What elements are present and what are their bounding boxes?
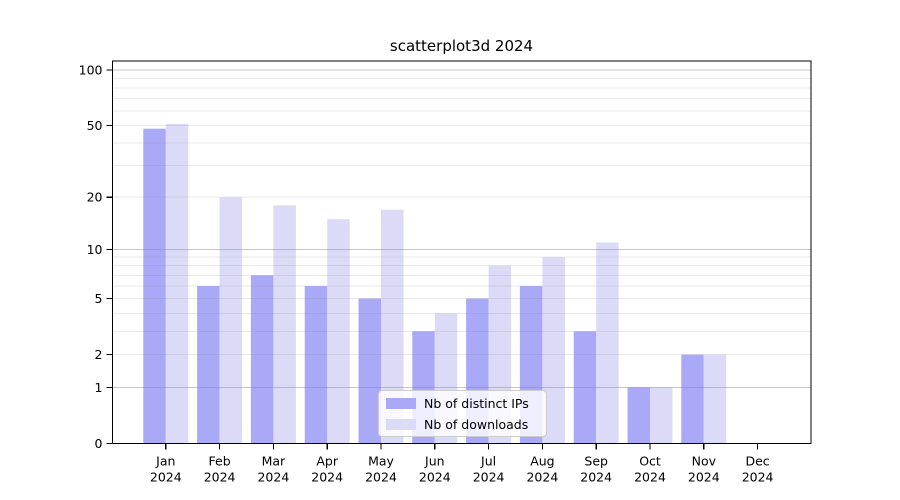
bar-downloads-oct <box>650 387 673 444</box>
bar-distinct-ips-feb <box>197 286 220 444</box>
x-tick-label: Jun 2024 <box>419 454 451 485</box>
x-tick-label: Sep 2024 <box>580 454 612 485</box>
bar-distinct-ips-mar <box>250 275 274 444</box>
x-tick-label: Jul 2024 <box>473 454 505 485</box>
bar-downloads-sep <box>596 242 619 444</box>
bar-distinct-ips-nov <box>681 354 704 444</box>
bar-downloads-mar <box>273 205 296 444</box>
bar-downloads-aug <box>542 257 565 444</box>
bar-distinct-ips-jan <box>143 128 166 444</box>
x-tick-label: Oct 2024 <box>634 454 666 485</box>
bar-downloads-nov <box>703 354 727 444</box>
y-tick-label: 5 <box>95 291 103 306</box>
x-tick-label: Nov 2024 <box>688 454 720 485</box>
legend-swatch-distinct-ips <box>386 397 416 409</box>
x-tick-label: Feb 2024 <box>204 454 236 485</box>
chart-title: scatterplot3d 2024 <box>389 37 534 55</box>
x-tick-label: Mar 2024 <box>257 454 289 485</box>
y-tick-label: 1 <box>95 380 103 395</box>
bar-downloads-apr <box>327 219 350 444</box>
legend-item-distinct-ips: Nb of distinct IPs <box>386 396 546 411</box>
y-tick-label: 2 <box>95 347 103 362</box>
bar-downloads-jan <box>165 123 189 444</box>
x-tick-label: Aug 2024 <box>526 454 558 485</box>
x-tick-label: May 2024 <box>365 454 397 485</box>
bar-downloads-may <box>381 209 404 444</box>
bar-downloads-feb <box>219 197 243 444</box>
legend: Nb of distinct IPs Nb of downloads <box>378 390 547 437</box>
y-tick-label: 0 <box>95 436 103 451</box>
x-tick-label: Jan 2024 <box>150 454 182 485</box>
y-tick-label: 10 <box>87 242 103 257</box>
y-tick-label: 20 <box>87 190 103 205</box>
legend-label-downloads: Nb of downloads <box>424 416 529 432</box>
legend-swatch-downloads <box>386 418 416 430</box>
bar-distinct-ips-may <box>358 298 381 444</box>
plot-border <box>111 60 812 445</box>
x-tick-label: Apr 2024 <box>311 454 343 485</box>
bar-distinct-ips-oct <box>627 387 650 444</box>
bar-distinct-ips-sep <box>573 331 597 444</box>
x-tick-label: Dec 2024 <box>742 454 774 485</box>
legend-label-distinct-ips: Nb of distinct IPs <box>424 395 529 411</box>
y-tick-label: 50 <box>87 118 103 133</box>
legend-item-downloads: Nb of downloads <box>386 417 546 432</box>
y-tick-label: 100 <box>79 63 103 78</box>
bar-distinct-ips-apr <box>304 286 328 444</box>
